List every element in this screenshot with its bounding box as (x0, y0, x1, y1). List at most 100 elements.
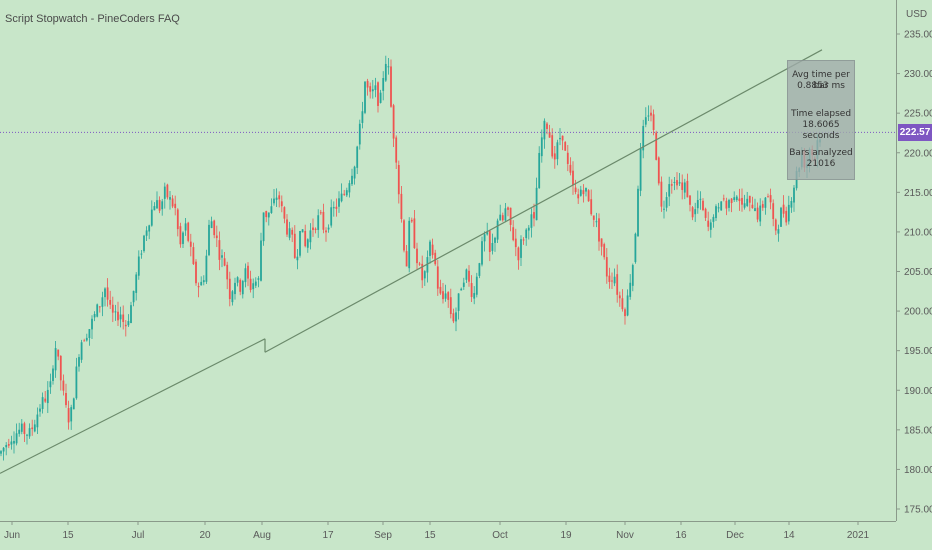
x-tick-label: Aug (253, 530, 271, 541)
candle-body (39, 408, 41, 412)
candle-body (699, 198, 702, 200)
candle-body (436, 266, 439, 289)
candle-body (286, 219, 288, 235)
candle-body (561, 135, 564, 141)
candle-body (33, 424, 36, 432)
candle-body (504, 208, 507, 221)
elapsed-label: Time elapsed (790, 109, 852, 119)
candle-body (296, 256, 299, 261)
candle-body (13, 440, 15, 444)
candle-body (70, 407, 73, 422)
candle-body (78, 357, 80, 367)
candle-body (702, 200, 704, 211)
candle-body (257, 278, 260, 280)
bars-analyzed-label: Bars analyzed (789, 148, 853, 158)
candle-body (288, 228, 291, 238)
candle-body (707, 220, 710, 227)
candle-body (782, 204, 785, 214)
candle-body (522, 239, 525, 241)
candle-body (140, 253, 143, 255)
candle-body (158, 199, 161, 211)
candle-body (772, 203, 775, 220)
candle-body (538, 152, 541, 189)
candle-body (533, 212, 535, 219)
candle-body (356, 146, 359, 168)
candle-body (689, 195, 691, 205)
candle-body (631, 265, 634, 286)
candle-body (507, 207, 509, 210)
candle-body (340, 193, 343, 202)
candle-body (774, 219, 777, 231)
candle-body (205, 255, 208, 282)
candle-body (491, 242, 494, 251)
candle-body (44, 398, 47, 402)
candle-body (182, 232, 184, 244)
y-tick-label: 185.00 (904, 425, 932, 436)
candle-body (91, 318, 93, 330)
candle-body (98, 306, 101, 308)
candle-body (626, 295, 629, 316)
candle-body (54, 348, 57, 371)
candle-body (67, 408, 70, 423)
candle-body (75, 366, 78, 399)
y-tick-label: 195.00 (904, 346, 932, 357)
candle-body (163, 186, 166, 199)
candle-body (124, 324, 127, 327)
candle-body (655, 132, 658, 160)
candle-body (442, 291, 444, 300)
candle-body (564, 142, 567, 151)
candle-body (72, 398, 75, 410)
candle-body (460, 288, 463, 291)
avg-time-label: Avg time per bar (792, 70, 850, 91)
candle-body (179, 226, 182, 245)
candle-body (754, 208, 756, 212)
candle-body (657, 157, 660, 184)
x-tick-label: 2021 (847, 530, 870, 541)
candle-body (273, 198, 275, 204)
candle-body (221, 255, 223, 258)
candle-body (395, 137, 398, 163)
candle-body (585, 188, 587, 192)
candle-body (694, 209, 697, 215)
candle-body (312, 227, 314, 230)
candle-body (387, 66, 390, 68)
y-tick-label: 175.00 (904, 505, 932, 516)
candle-body (728, 199, 730, 208)
candle-body (535, 187, 538, 221)
candle-body (416, 248, 418, 264)
candle-body (569, 164, 572, 173)
candle-body (223, 258, 226, 266)
candle-body (317, 215, 320, 230)
candle-body (551, 135, 554, 157)
candle-body (746, 198, 749, 206)
candle-body (483, 234, 486, 242)
candle-body (122, 314, 125, 323)
trend-line-segment (264, 49, 823, 353)
candle-body (634, 233, 637, 263)
candle-body (475, 276, 478, 295)
candle-body (291, 229, 294, 235)
candle-body (439, 286, 442, 294)
candle-body (668, 184, 671, 197)
candle-body (226, 264, 229, 280)
candle-body (410, 219, 413, 222)
x-tick-label: 16 (675, 530, 687, 541)
candle-body (553, 153, 556, 160)
candle-body (23, 423, 26, 434)
candle-body (462, 282, 465, 287)
candle-body (686, 180, 689, 198)
candle-body (722, 198, 725, 200)
candle-body (369, 86, 372, 92)
y-tick-label: 200.00 (904, 307, 932, 318)
candle-body (556, 142, 559, 160)
stopwatch-stats-panel: Avg time per bar 0.8853 ms Time elapsed … (787, 60, 855, 180)
candle-body (696, 200, 699, 209)
candle-body (426, 257, 429, 273)
candle-body (444, 293, 447, 299)
candle-body (717, 207, 720, 209)
candle-body (332, 207, 335, 209)
candle-body (52, 368, 54, 381)
candle-body (777, 229, 780, 234)
candle-body (171, 198, 174, 207)
